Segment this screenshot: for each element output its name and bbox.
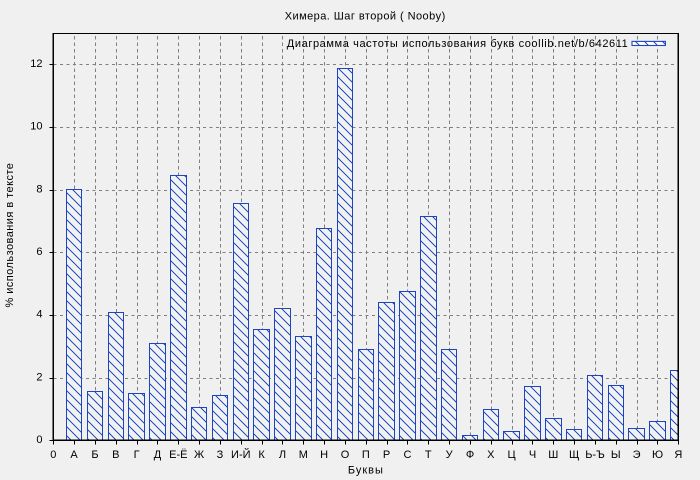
svg-text:% использования в тексте: % использования в тексте bbox=[4, 163, 16, 307]
svg-text:А: А bbox=[70, 449, 78, 461]
svg-text:Диаграмма частоты использовани: Диаграмма частоты использования букв coo… bbox=[287, 38, 628, 50]
svg-text:Ц: Ц bbox=[508, 449, 516, 461]
svg-text:С: С bbox=[404, 449, 412, 461]
svg-text:Ф: Ф bbox=[466, 449, 474, 461]
svg-text:У: У bbox=[446, 449, 454, 461]
svg-text:П: П bbox=[362, 449, 370, 461]
svg-text:Химера. Шаг второй ( Nooby): Химера. Шаг второй ( Nooby) bbox=[285, 11, 446, 23]
svg-text:4: 4 bbox=[36, 309, 42, 321]
svg-text:0: 0 bbox=[36, 434, 42, 446]
svg-text:Ж: Ж bbox=[194, 449, 204, 461]
svg-text:10: 10 bbox=[30, 121, 42, 133]
svg-text:М: М bbox=[299, 449, 308, 461]
svg-text:Ч: Ч bbox=[529, 449, 536, 461]
svg-text:В: В bbox=[112, 449, 119, 461]
svg-text:Буквы: Буквы bbox=[348, 465, 383, 477]
svg-text:И-Й: И-Й bbox=[231, 448, 250, 461]
svg-text:2: 2 bbox=[36, 371, 42, 383]
svg-text:Х: Х bbox=[487, 449, 495, 461]
svg-text:Е-Ё: Е-Ё bbox=[169, 449, 187, 461]
svg-text:Щ: Щ bbox=[569, 449, 579, 461]
svg-text:Т: Т bbox=[425, 449, 432, 461]
svg-text:Г: Г bbox=[134, 449, 140, 461]
svg-text:Л: Л bbox=[279, 449, 286, 461]
svg-text:Ь-Ъ: Ь-Ъ bbox=[585, 449, 605, 461]
svg-text:0: 0 bbox=[50, 449, 56, 461]
svg-text:К: К bbox=[258, 449, 265, 461]
svg-text:6: 6 bbox=[36, 246, 42, 258]
svg-text:Д: Д bbox=[154, 449, 162, 461]
svg-text:8: 8 bbox=[36, 183, 42, 195]
svg-text:З: З bbox=[217, 449, 224, 461]
svg-text:Р: Р bbox=[383, 449, 390, 461]
svg-text:Ш: Ш bbox=[548, 449, 558, 461]
svg-text:О: О bbox=[341, 449, 350, 461]
svg-text:Н: Н bbox=[320, 449, 328, 461]
svg-text:12: 12 bbox=[30, 58, 42, 70]
svg-text:Э: Э bbox=[633, 449, 641, 461]
svg-text:Ы: Ы bbox=[611, 449, 621, 461]
svg-text:Ю: Ю bbox=[652, 449, 663, 461]
svg-text:Я: Я bbox=[674, 449, 682, 461]
svg-text:Б: Б bbox=[91, 449, 98, 461]
